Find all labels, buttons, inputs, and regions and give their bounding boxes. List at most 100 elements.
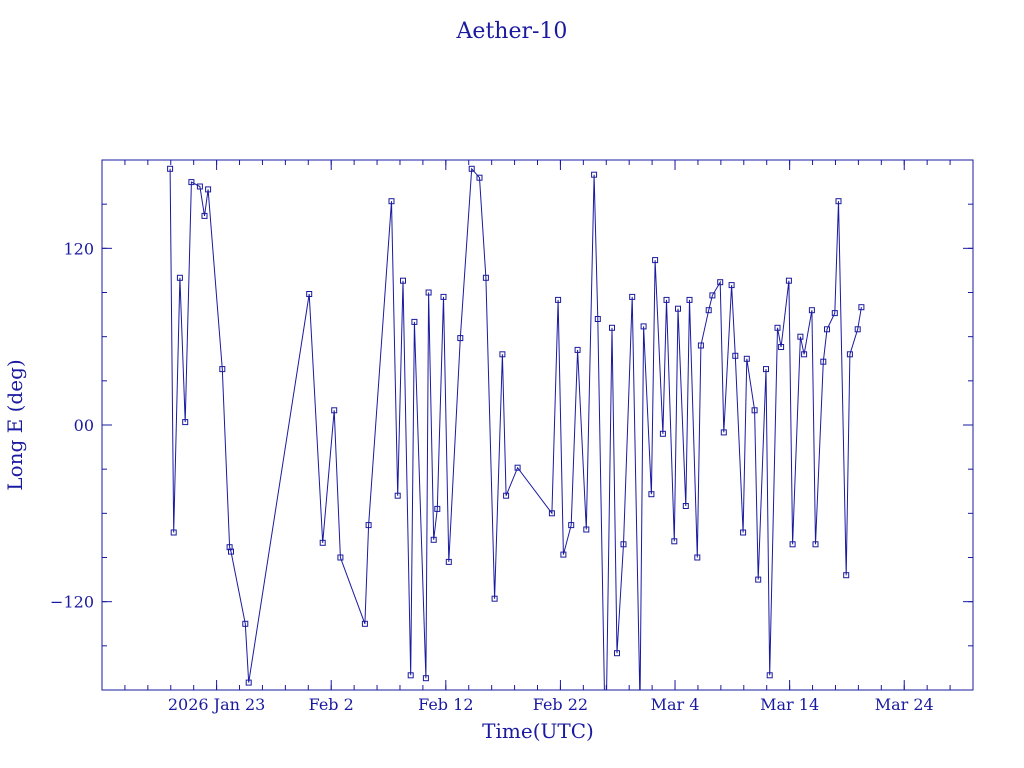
data-point-marker xyxy=(583,526,590,533)
y-tick-label: −120 xyxy=(50,593,94,612)
data-point-marker xyxy=(361,620,368,627)
plot-frame xyxy=(101,159,974,691)
data-point-marker xyxy=(394,492,401,499)
data-point-marker xyxy=(846,351,853,358)
data-point-marker xyxy=(858,304,865,311)
data-point-marker xyxy=(732,352,739,359)
x-tick-label: Mar 4 xyxy=(651,695,700,714)
x-tick-label: 2026 Jan 23 xyxy=(168,695,266,714)
data-point-marker xyxy=(514,464,521,471)
data-point-marker xyxy=(717,279,724,286)
data-point-marker xyxy=(591,171,598,178)
x-tick-label: Feb 22 xyxy=(533,695,588,714)
data-point-marker xyxy=(720,429,727,436)
data-point-marker xyxy=(170,529,177,536)
data-point-marker xyxy=(659,430,666,437)
data-point-marker xyxy=(705,307,712,314)
x-tick-label: Feb 2 xyxy=(309,695,354,714)
data-point-marker xyxy=(476,174,483,181)
data-point-marker xyxy=(652,257,659,264)
data-point-marker xyxy=(182,419,189,426)
data-point-marker xyxy=(663,296,670,303)
data-point-marker xyxy=(176,274,183,281)
data-point-marker xyxy=(614,650,620,657)
data-point-marker xyxy=(638,702,643,707)
data-point-marker xyxy=(694,554,701,561)
data-point-marker xyxy=(411,318,418,325)
data-point-marker xyxy=(422,675,429,682)
data-point-marker xyxy=(808,307,815,314)
data-point-marker xyxy=(331,407,338,414)
data-point-marker xyxy=(228,548,234,555)
y-axis-label: Long E (deg) xyxy=(3,359,27,490)
data-point-marker xyxy=(671,538,678,545)
chart-title: Aether-10 xyxy=(456,19,568,44)
data-point-marker xyxy=(854,326,861,333)
data-point-marker xyxy=(499,351,506,358)
series-line xyxy=(169,167,862,690)
data-point-marker xyxy=(763,366,769,373)
y-tick-label: 00 xyxy=(74,416,94,435)
data-point-marker xyxy=(407,672,414,679)
data-point-marker xyxy=(245,679,252,686)
data-point-marker xyxy=(430,536,437,543)
data-point-marker xyxy=(831,310,838,317)
data-point-marker xyxy=(843,572,850,579)
data-point-marker xyxy=(425,289,432,296)
x-tick-label: Mar 14 xyxy=(760,695,819,714)
data-point-marker xyxy=(167,165,174,172)
data-point-marker xyxy=(751,407,758,414)
data-point-marker xyxy=(801,351,808,358)
axis-layer: 2026 Jan 23 Feb 2 Feb 12 Feb 22 Mar 4 Mar 14 M… xyxy=(50,159,974,714)
data-point-marker xyxy=(226,544,233,551)
x-axis-label: Time(UTC) xyxy=(482,719,594,743)
data-point-marker xyxy=(629,293,636,300)
data-point-marker xyxy=(491,595,498,602)
data-point-marker xyxy=(548,510,555,517)
data-point-marker xyxy=(434,505,441,512)
data-point-marker xyxy=(196,183,203,190)
data-point-marker xyxy=(560,551,567,558)
data-point-marker xyxy=(201,212,208,219)
data-point-marker xyxy=(675,305,681,312)
data-point-marker xyxy=(778,344,785,350)
data-point-marker xyxy=(766,672,773,679)
x-tick-label: Mar 24 xyxy=(875,695,934,714)
data-point-marker xyxy=(555,296,562,303)
data-point-marker xyxy=(337,554,344,561)
data-point-marker xyxy=(640,323,647,330)
data-point-marker xyxy=(365,522,372,529)
data-point-marker xyxy=(319,539,326,546)
data-point-marker xyxy=(503,492,510,499)
data-point-marker xyxy=(574,346,581,353)
y-tick-label: 120 xyxy=(63,239,94,258)
data-point-marker xyxy=(686,296,693,303)
data-point-marker xyxy=(820,358,827,365)
data-point-marker xyxy=(306,291,313,297)
data-point-marker xyxy=(789,541,796,548)
data-point-marker xyxy=(743,355,750,362)
series-layer xyxy=(167,165,865,760)
data-point-marker xyxy=(620,541,627,548)
data-point-marker xyxy=(603,755,608,760)
data-point-marker xyxy=(785,277,792,284)
data-point-marker xyxy=(457,335,464,342)
data-point-marker xyxy=(697,342,704,349)
data-point-marker xyxy=(648,491,655,498)
data-point-marker xyxy=(774,324,781,331)
data-point-marker xyxy=(824,326,830,333)
data-point-marker xyxy=(740,529,747,536)
data-point-marker xyxy=(709,292,716,299)
data-point-marker xyxy=(388,198,395,205)
data-point-marker xyxy=(400,277,406,284)
data-point-marker xyxy=(568,522,575,529)
data-point-marker xyxy=(205,186,212,193)
data-point-marker xyxy=(835,198,842,205)
data-point-marker xyxy=(728,282,735,289)
data-point-marker xyxy=(219,366,226,373)
data-point-marker xyxy=(594,316,601,322)
data-point-marker xyxy=(609,324,615,331)
data-point-marker xyxy=(242,620,249,627)
data-point-marker xyxy=(797,333,804,340)
